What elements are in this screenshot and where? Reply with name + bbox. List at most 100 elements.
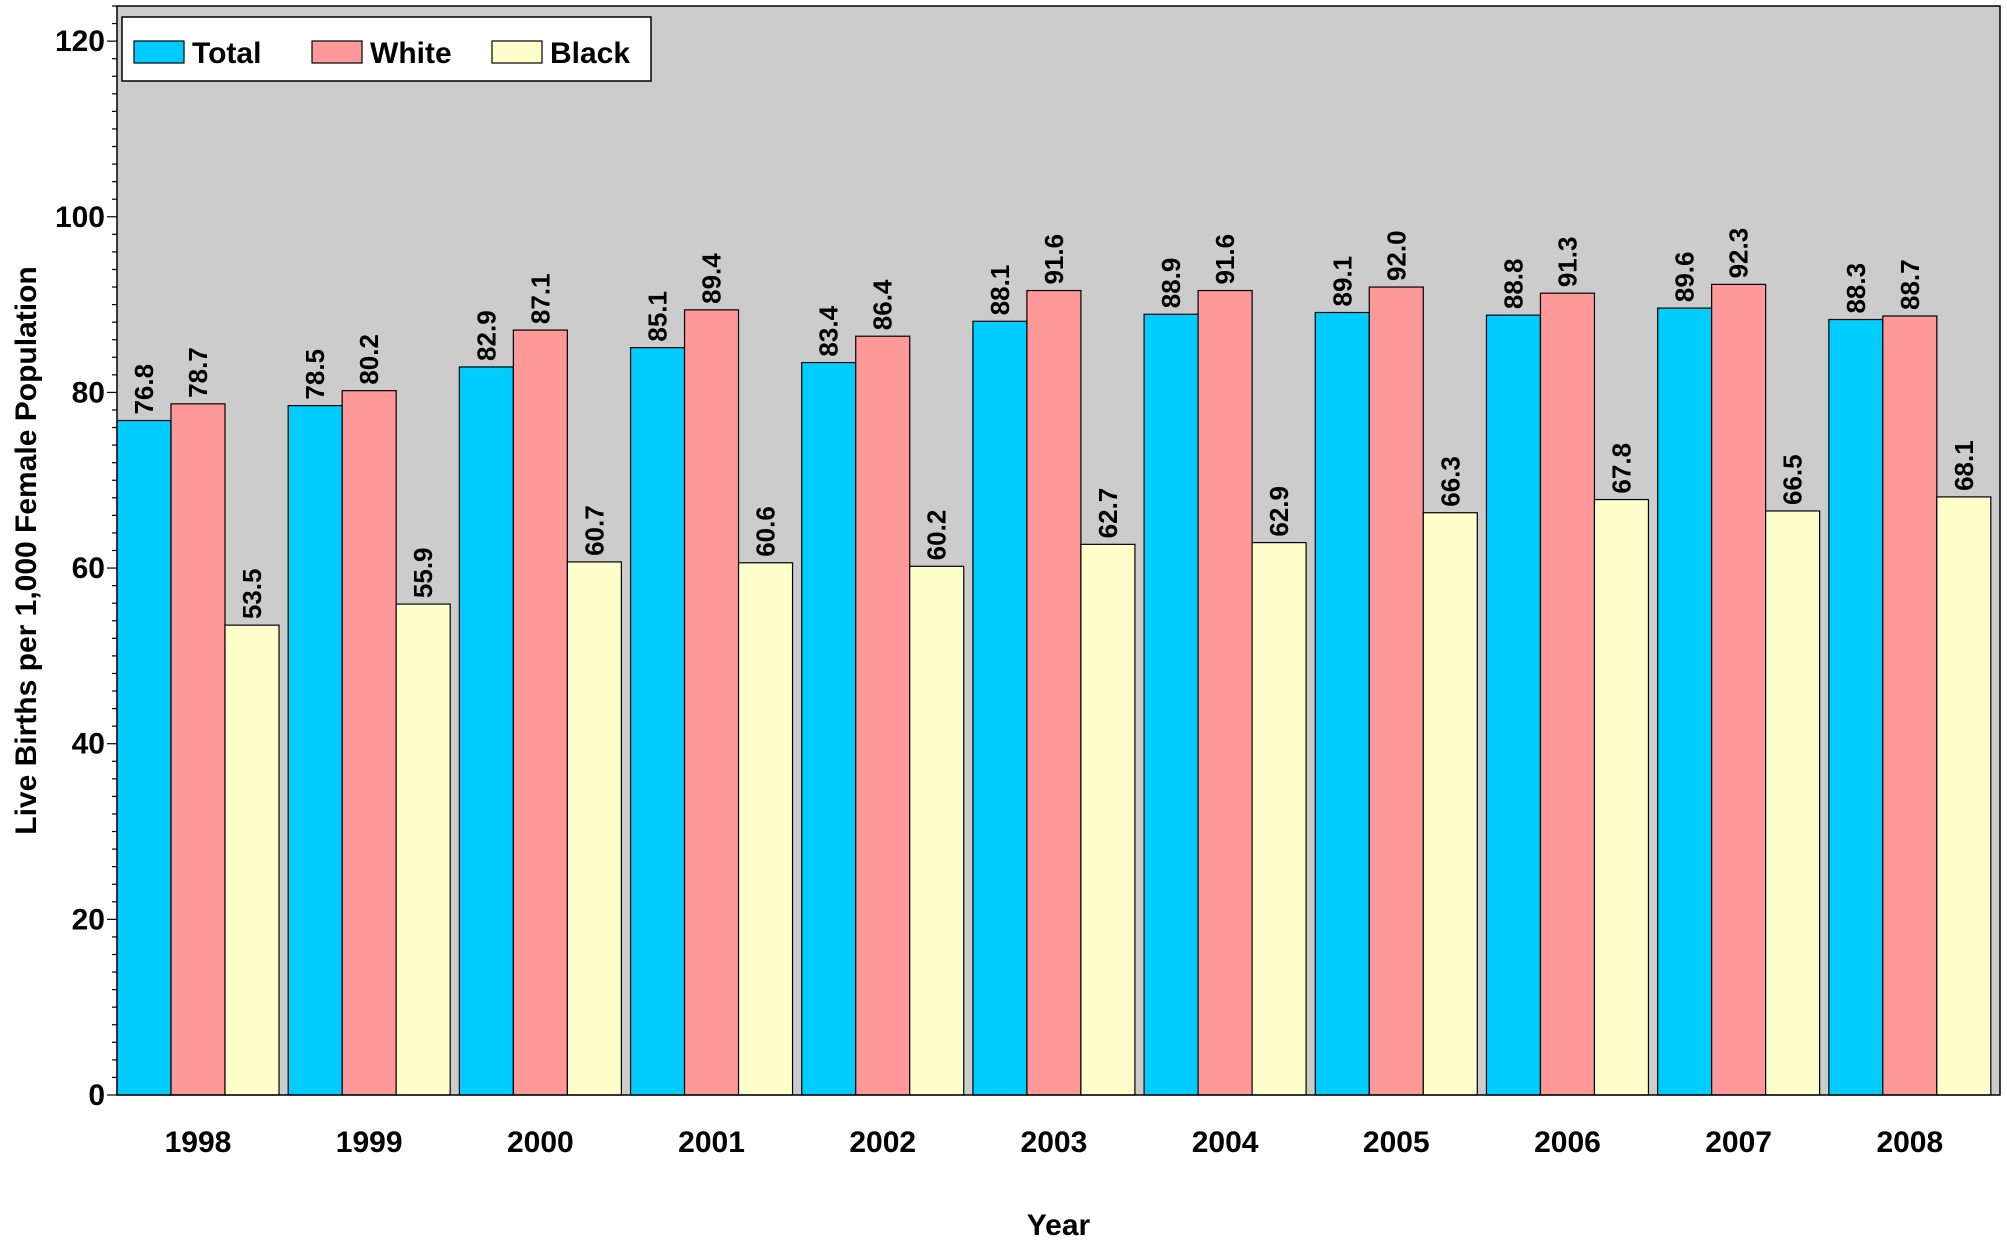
bar-total — [287, 404, 343, 1096]
data-label: 89.6 — [1670, 252, 1700, 303]
x-axis: 1998 1999 2000 2001 2002 2003 2004 2005 2006 2007… — [165, 1126, 1944, 1159]
legend-box — [121, 16, 652, 82]
data-label: 88.7 — [1895, 259, 1925, 310]
data-label: 53.5 — [237, 569, 267, 620]
x-tick-label: 2001 — [678, 1126, 745, 1159]
x-tick-label: 1998 — [165, 1126, 232, 1159]
data-label: 91.6 — [1039, 234, 1069, 285]
bar-white — [170, 403, 226, 1096]
data-label: 89.4 — [697, 253, 727, 304]
legend-swatch-black — [491, 40, 543, 64]
y-tick-label: 20 — [72, 903, 105, 936]
bar-total — [972, 320, 1028, 1096]
bar-total — [116, 419, 172, 1096]
data-label: 78.7 — [183, 347, 213, 398]
data-labels: 76.8 78.7 53.5 78.5 80.2 55.9 82.9 87.1 60.7 85.1… — [129, 228, 1979, 619]
bar-white — [1368, 286, 1424, 1096]
bar-white — [1197, 289, 1253, 1096]
bar-white — [1711, 283, 1767, 1096]
data-label: 88.3 — [1841, 263, 1871, 314]
legend-label: Total — [192, 37, 261, 70]
data-label: 66.3 — [1435, 456, 1465, 507]
x-tick-label: 2002 — [849, 1126, 916, 1159]
data-label: 76.8 — [129, 364, 159, 415]
data-label: 60.6 — [751, 506, 781, 557]
bar-black — [909, 565, 965, 1096]
legend-swatch-total — [133, 40, 185, 64]
data-label: 88.9 — [1156, 258, 1186, 309]
y-axis: 0 20 40 60 80 100 120 — [55, 5, 117, 1112]
x-tick-label: 2000 — [507, 1126, 574, 1159]
x-tick-label: 2008 — [1876, 1126, 1943, 1159]
x-axis-title: Year — [1027, 1209, 1091, 1240]
bar-white — [1539, 292, 1596, 1096]
bar-total — [1143, 313, 1199, 1096]
bar-total — [629, 347, 686, 1096]
data-label: 86.4 — [868, 279, 898, 330]
data-label: 62.7 — [1093, 488, 1123, 539]
bar-black — [1765, 510, 1821, 1096]
bar-white — [341, 390, 397, 1096]
data-label: 62.9 — [1264, 486, 1294, 537]
bar-white — [1026, 289, 1082, 1096]
bar-black — [737, 562, 794, 1096]
x-tick-label: 1999 — [336, 1126, 403, 1159]
legend: Total White Black — [121, 16, 652, 82]
data-label: 80.2 — [354, 334, 384, 385]
data-label: 67.8 — [1606, 443, 1636, 494]
bar-total — [1314, 311, 1370, 1096]
bar-black — [1936, 496, 1992, 1096]
data-label: 89.1 — [1327, 256, 1357, 307]
data-label: 87.1 — [525, 273, 555, 324]
bar-white — [855, 335, 911, 1096]
x-tick-label: 2003 — [1021, 1126, 1088, 1159]
bar-black — [1593, 498, 1650, 1096]
data-label: 83.4 — [814, 305, 844, 356]
legend-swatch-white — [311, 40, 363, 64]
bar-total — [801, 361, 857, 1096]
data-label: 92.3 — [1724, 228, 1754, 279]
bar-black — [1422, 512, 1478, 1096]
bar-total — [458, 366, 514, 1096]
data-label: 88.1 — [985, 265, 1015, 316]
x-tick-label: 2004 — [1192, 1126, 1259, 1159]
data-label: 68.1 — [1949, 440, 1979, 491]
plot-frame — [116, 5, 2001, 1096]
y-tick-label: 40 — [72, 728, 105, 761]
data-label: 60.2 — [922, 510, 952, 561]
x-tick-label: 2007 — [1705, 1126, 1772, 1159]
data-label: 91.3 — [1552, 237, 1582, 288]
bar-black — [1251, 541, 1307, 1096]
bar-total — [1657, 307, 1713, 1096]
bars — [116, 283, 1992, 1096]
legend-label: Black — [550, 37, 630, 70]
data-label: 55.9 — [408, 547, 438, 598]
data-label: 91.6 — [1210, 234, 1240, 285]
bar-total — [1485, 314, 1542, 1096]
data-label: 60.7 — [579, 505, 609, 556]
data-label: 88.8 — [1498, 259, 1528, 310]
data-label: 92.0 — [1381, 230, 1411, 281]
data-label: 82.9 — [471, 310, 501, 361]
bar-total — [1828, 318, 1884, 1096]
data-label: 78.5 — [300, 349, 330, 400]
data-label: 66.5 — [1778, 454, 1808, 505]
bar-white — [1882, 315, 1938, 1096]
bar-black — [566, 561, 622, 1096]
y-tick-label: 120 — [55, 25, 105, 58]
bar-white — [683, 309, 740, 1096]
bar-black — [1080, 543, 1136, 1096]
y-axis-title: Live Births per 1,000 Female Population — [10, 266, 43, 835]
y-tick-label: 100 — [55, 201, 105, 234]
data-label: 85.1 — [643, 291, 673, 342]
y-tick-label: 60 — [72, 552, 105, 585]
y-tick-label: 80 — [72, 376, 105, 409]
y-tick-label: 0 — [88, 1079, 105, 1112]
x-tick-label: 2005 — [1363, 1126, 1430, 1159]
bar-black — [224, 624, 280, 1096]
x-tick-label: 2006 — [1534, 1126, 1601, 1159]
bar-white — [512, 329, 568, 1096]
bar-black — [395, 603, 451, 1096]
legend-label: White — [370, 37, 452, 70]
